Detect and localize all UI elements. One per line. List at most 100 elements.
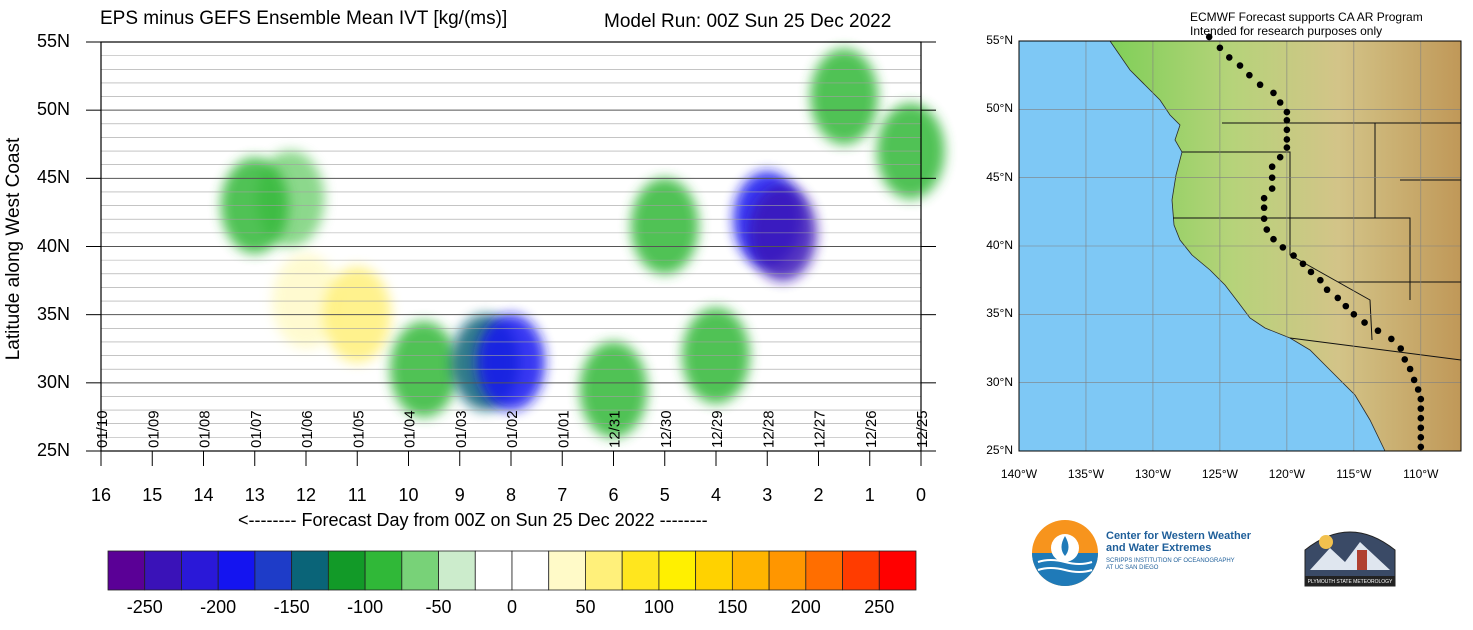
colorbar-swatch: [805, 550, 843, 591]
hovmoller-plot: 01/10 01/09 01/08 01/07 01/06 01/05 01/04 01/03…: [86, 41, 945, 591]
colorbar-swatch: [181, 550, 219, 591]
date-label: 12/29: [709, 410, 726, 448]
cw3e-name-line1: Center for Western Weather: [1106, 530, 1252, 542]
colorbar-swatch: [327, 550, 366, 591]
colorbar-swatch: [291, 550, 329, 591]
coast-point-marker: [1317, 276, 1324, 284]
x-tick-label: 15: [142, 485, 163, 505]
coast-point-marker: [1283, 108, 1291, 116]
x-tick-label: 6: [608, 485, 619, 505]
coast-point-marker: [1417, 414, 1425, 422]
date-label: 12/26: [863, 410, 880, 448]
coast-point-marker: [1401, 356, 1409, 363]
cw3e-subtitle: SCRIPPS INSTITUTION OF OCEANOGRAPHY AT U…: [1106, 558, 1256, 572]
map-lat-label: 40°N: [986, 238, 1013, 252]
map-lat-label: 35°N: [986, 306, 1013, 321]
colorbar-swatch: [107, 550, 146, 591]
border-us-mexico: [1289, 337, 1462, 361]
colorbar-swatch: [438, 550, 476, 591]
x-tick-label: 4: [710, 485, 721, 505]
y-tick-label: 30N: [36, 371, 70, 392]
colorbar-label: -100: [347, 597, 384, 617]
coast-point-marker: [1276, 153, 1284, 161]
x-tick-label: 14: [193, 485, 214, 505]
coast-point-marker: [1268, 185, 1276, 192]
coast-point-marker: [1270, 89, 1277, 97]
map-lon-label: 140°W: [1000, 467, 1038, 481]
date-label: 12/25: [914, 410, 931, 448]
coast-point-marker: [1406, 365, 1414, 373]
cw3e-logo: [1032, 520, 1098, 586]
coast-point-marker: [1270, 235, 1277, 243]
coast-point-marker: [1397, 345, 1405, 352]
map-lon-label: 110°W: [1403, 467, 1439, 481]
colorbar-label: 150: [717, 597, 748, 617]
coast-point-marker: [1260, 204, 1268, 212]
colorbar-label: 250: [864, 597, 895, 617]
colorbar-swatch: [364, 550, 403, 591]
coast-point-marker: [1374, 327, 1382, 335]
cw3e-sub-line1: SCRIPPS INSTITUTION OF OCEANOGRAPHY: [1106, 558, 1235, 564]
anomaly-cell: [630, 178, 699, 275]
colorbar-swatch: [474, 550, 513, 591]
plymouth-state-logo: PLYMOUTH STATE METEOROLOGY: [1304, 531, 1396, 587]
date-label: 12/28: [760, 410, 777, 448]
y-tick-label: 55N: [36, 31, 70, 51]
y-tick-label: 50N: [36, 99, 70, 120]
coast-point-marker: [1283, 136, 1291, 143]
coast-point-marker: [1260, 215, 1268, 222]
coast-point-marker: [1417, 443, 1425, 451]
coast-point-marker: [1323, 286, 1331, 294]
anomaly-cell: [477, 314, 545, 411]
colorbar-swatch: [254, 550, 293, 591]
coast-point-marker: [1268, 174, 1276, 181]
x-tick-label: 5: [659, 485, 670, 505]
date-label: 01/05: [350, 410, 367, 448]
coast-point-marker: [1205, 33, 1213, 41]
x-tick-label: 13: [244, 485, 265, 505]
x-tick-label: 8: [505, 485, 516, 505]
colorbar-swatch: [585, 550, 623, 591]
map-lat-label: 30°N: [986, 374, 1013, 389]
x-tick-label: 0: [915, 485, 926, 505]
map-lon-label: 115°W: [1336, 467, 1372, 481]
date-label: 01/09: [145, 410, 162, 448]
date-label: 01/04: [402, 410, 419, 448]
date-label: 01/06: [299, 410, 316, 448]
map-lon-label: 125°W: [1201, 467, 1238, 481]
map-lon-label: 130°W: [1134, 467, 1172, 481]
coast-point-marker: [1216, 44, 1224, 52]
anomaly-cell: [579, 341, 648, 438]
coast-point-marker: [1276, 99, 1284, 106]
colorbar-label: -200: [200, 597, 237, 617]
map-note-line1: ECMWF Forecast supports CA AR Program: [1190, 10, 1423, 24]
cw3e-sub-line2: AT UC SAN DIEGO: [1106, 565, 1159, 571]
x-tick-label: 12: [295, 485, 317, 505]
colorbar-swatch: [658, 550, 697, 591]
x-tick-label: 7: [557, 485, 568, 505]
x-tick-label: 1: [864, 485, 875, 505]
coast-point-marker: [1299, 260, 1307, 268]
coast-point-marker: [1260, 194, 1268, 202]
colorbar-label: -150: [273, 597, 310, 617]
coast-point-marker: [1256, 81, 1264, 89]
colorbar-swatch: [695, 550, 733, 591]
map-note: ECMWF Forecast supports CA AR Program In…: [1190, 10, 1423, 38]
coast-point-marker: [1350, 311, 1358, 318]
y-tick-label: 35N: [36, 303, 70, 324]
map-lat-label: 55°N: [986, 33, 1013, 47]
coast-point-marker: [1283, 144, 1291, 151]
coast-point-marker: [1268, 163, 1276, 171]
x-tick-label: 16: [90, 485, 112, 505]
coast-point-marker: [1283, 116, 1291, 124]
colorbar-swatch: [621, 550, 660, 591]
colorbar-swatch: [768, 550, 807, 591]
map-frame: [1018, 40, 1462, 452]
coast-point-marker: [1417, 395, 1425, 403]
coast-point-marker: [1361, 319, 1368, 326]
map-lat-label: 25°N: [986, 443, 1013, 457]
date-label: 01/02: [504, 410, 521, 448]
colorbar-label: 200: [790, 597, 821, 617]
border-ca-nv: [1289, 218, 1373, 341]
date-label: 12/30: [658, 410, 675, 448]
